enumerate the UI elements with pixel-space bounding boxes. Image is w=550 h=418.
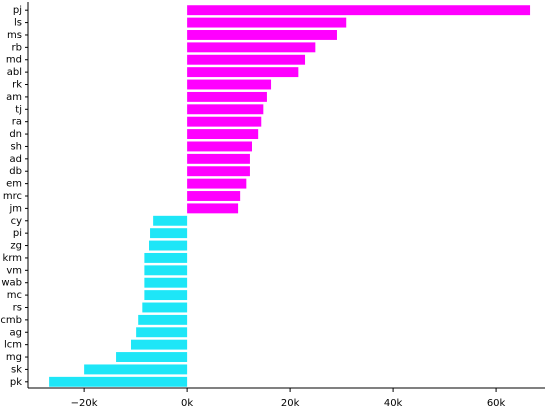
y-tick-label: cmb [0, 315, 22, 326]
bar [187, 116, 262, 127]
y-tick-label: jm [8, 203, 22, 214]
y-tick-label: ls [14, 18, 22, 29]
y-tick-label: mrc [3, 191, 22, 202]
bar [187, 166, 250, 177]
bar [187, 203, 239, 214]
y-tick-label: ad [10, 154, 22, 165]
y-tick-label: tj [15, 104, 22, 115]
bar [187, 91, 267, 102]
bar [187, 67, 299, 78]
bar [187, 191, 241, 201]
x-tick-label: 20k [281, 398, 300, 409]
y-tick-label: dn [9, 129, 22, 140]
y-tick-label: sh [10, 141, 22, 152]
bar [144, 290, 188, 301]
y-tick-label: zg [10, 241, 22, 252]
y-tick-label: rs [13, 302, 22, 313]
bar [136, 327, 188, 338]
y-tick-label: ag [10, 327, 22, 338]
x-tick-label: 40k [384, 398, 403, 409]
y-tick-label: pk [10, 377, 22, 388]
bar [187, 129, 259, 140]
bar [187, 104, 264, 115]
y-tick-label: krm [3, 253, 22, 264]
bar [130, 339, 188, 350]
bar [187, 141, 252, 152]
bar [187, 5, 531, 16]
y-tick-label: em [6, 179, 22, 190]
bar [49, 376, 188, 387]
bar [150, 228, 188, 239]
bar [187, 17, 347, 28]
y-tick-label: mc [7, 290, 22, 301]
y-tick-label: sk [11, 364, 22, 375]
y-tick-label: pi [13, 228, 22, 239]
bar [187, 79, 272, 90]
y-tick-label: md [6, 55, 22, 66]
y-tick-label: ra [12, 117, 22, 128]
bar [144, 277, 188, 288]
y-tick-label: am [6, 92, 22, 103]
bar [187, 42, 316, 53]
x-tick-label: 60k [487, 398, 506, 409]
bar [142, 302, 188, 313]
x-tick-label: −20k [71, 398, 98, 409]
bar [144, 265, 188, 276]
y-tick-label: ms [7, 30, 22, 41]
bar [144, 252, 188, 263]
bar [84, 364, 188, 375]
bar [149, 240, 188, 251]
y-tick-label: mg [6, 352, 22, 363]
y-tick-label: vm [6, 265, 22, 276]
y-tick-label: abl [7, 67, 22, 78]
x-tick-label: 0k [181, 398, 193, 409]
bar [116, 352, 188, 362]
bar [187, 54, 306, 65]
bar [138, 314, 188, 325]
y-tick-label: lcm [4, 340, 22, 351]
bar [187, 153, 250, 164]
bar [153, 215, 188, 226]
y-tick-label: wab [1, 278, 22, 289]
y-tick-label: rb [12, 42, 22, 53]
y-tick-label: pj [13, 5, 22, 16]
bar [187, 30, 337, 40]
y-tick-label: cy [11, 216, 22, 227]
y-tick-label: db [9, 166, 22, 177]
bar [187, 178, 247, 189]
y-tick-label: rk [12, 80, 22, 91]
